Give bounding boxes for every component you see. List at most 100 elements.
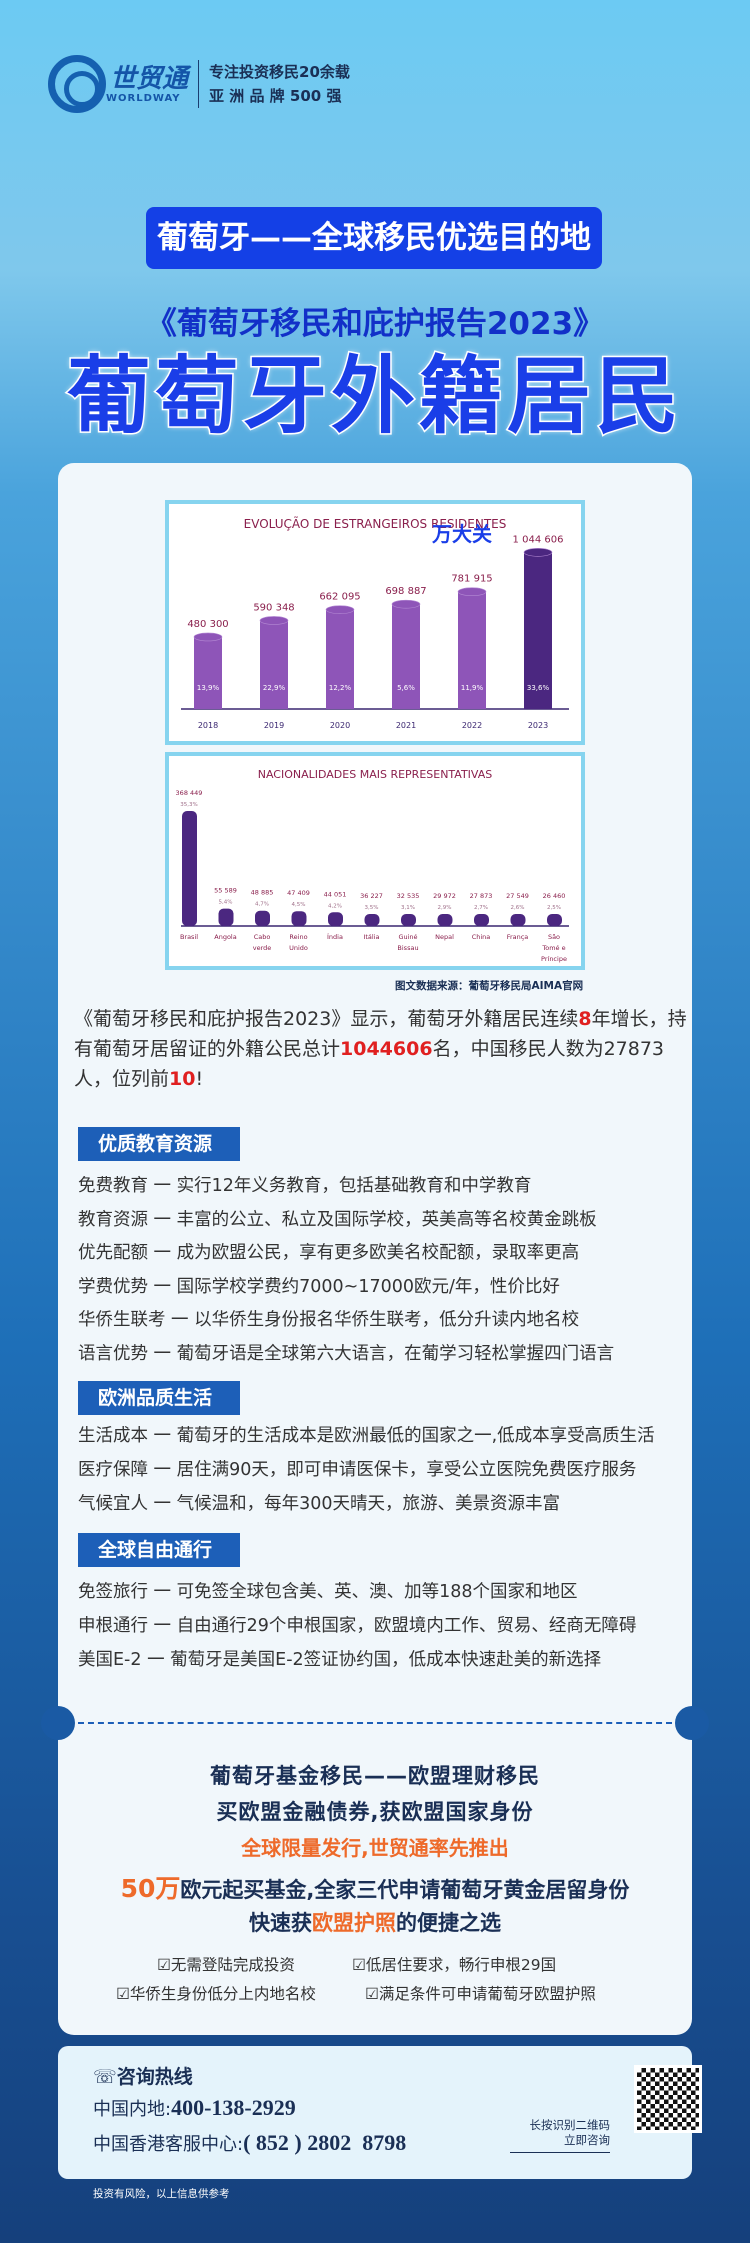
bar-value-label: 36 227 (360, 892, 383, 900)
bar-value-label: 698 887 (385, 586, 426, 597)
list-item: 华侨生联考 一 以华侨生身份报名华侨生联考，低分升读内地名校 (78, 1310, 580, 1330)
checkbox-icon: ☑ (116, 1985, 130, 2003)
bar (255, 910, 270, 926)
x-tick-label: 2020 (330, 721, 350, 730)
growth-label: 12,2% (329, 684, 352, 692)
check-text: 华侨生身份低分上内地名校 (129, 1985, 316, 2003)
check-text: 满足条件可申请葡萄牙欧盟护照 (378, 1985, 596, 2003)
contact-card (58, 2046, 692, 2179)
brand-name-en: WORLDWAY (106, 92, 181, 104)
list-item: 生活成本 一 葡萄牙的生活成本是欧洲最低的国家之一,低成本享受高质生活 (78, 1426, 655, 1446)
bar-top (193, 632, 223, 642)
x-tick-label: Príncipe (541, 955, 567, 963)
dashed-divider (78, 1722, 672, 1724)
data-source: 图文数据来源：葡萄牙移民局AIMA官网 (395, 980, 584, 992)
x-tick-label: Itália (363, 933, 379, 941)
bar (401, 914, 416, 926)
promo-line-3: 全球限量发行,世贸通率先推出 (241, 1836, 509, 1860)
bar-value-label: 44 051 (324, 890, 347, 898)
share-label: 4,7% (255, 902, 269, 908)
promo-line-1: 葡萄牙基金移民——欧盟理财移民 (210, 1764, 540, 1788)
bar (194, 636, 222, 709)
bar-top (457, 587, 487, 597)
hotline-label: 咨询热线 (116, 2066, 193, 2088)
share-label: 3,5% (365, 905, 379, 911)
promo-line-2: 买欧盟金融债券,获欧盟国家身份 (216, 1800, 534, 1824)
x-tick-label: Índia (327, 932, 343, 941)
x-tick-label: 2019 (264, 721, 284, 730)
promo-text: 欧元起买基金,全家三代申请葡萄牙黄金居留身份 (180, 1878, 630, 1902)
list-item: 医疗保障 一 居住满90天，即可申请医保卡，享受公立医院免费医疗服务 (78, 1460, 637, 1480)
list-item: 气候宜人 一 气候温和，每年300天晴天，旅游、美景资源丰富 (78, 1494, 561, 1514)
bar-top (259, 616, 289, 625)
hk-hotline[interactable]: 中国香港客服中心:( 852 ) 2802 8798 (93, 2130, 406, 2156)
bar (218, 908, 234, 926)
promo-amount: 50万 (120, 1874, 181, 1903)
promo-line-5: 快速获欧盟护照的便捷之选 (58, 1907, 692, 1937)
x-tick-label: São (548, 933, 560, 941)
mainland-number[interactable]: 400-138-2929 (171, 2095, 296, 2120)
promo-text: 的便捷之选 (396, 1911, 501, 1935)
x-tick-label: Angola (214, 933, 236, 941)
x-tick-label: 2022 (462, 721, 482, 730)
check-text: 低居住要求，畅行申根29国 (365, 1956, 557, 1974)
growth-label: 33,6% (527, 684, 550, 692)
qr-hint-2: 立即咨询 (564, 2133, 610, 2147)
growth-label: 22,9% (263, 684, 286, 692)
hero-subtitle: 《葡萄牙移民和庇护报告2023》 (145, 306, 605, 342)
share-label: 2,9% (438, 905, 452, 911)
list-item: 美国E-2 一 葡萄牙是美国E-2签证协约国，低成本快速赴美的新选择 (78, 1650, 602, 1670)
promo-line-4: 50万欧元起买基金,全家三代申请葡萄牙黄金居留身份 (58, 1869, 692, 1905)
bar (364, 914, 380, 926)
worldway-logo-icon (48, 55, 106, 113)
intro-text: 名，中国移民人数为27873人，位列前 (74, 1038, 665, 1090)
share-label: 3,1% (401, 905, 415, 911)
bar-value-label: 55 589 (214, 887, 237, 895)
list-item: 教育资源 一 丰富的公立、私立及国际学校，英美高等名校黄金跳板 (78, 1210, 597, 1230)
share-label: 2,5% (547, 905, 561, 911)
share-label: 5,4% (219, 900, 233, 906)
hk-number[interactable]: ( 852 ) 2802 8798 (243, 2130, 407, 2155)
tagline-1: 专注投资移民20余载 (209, 63, 350, 81)
checkbox-icon: ☑ (157, 1956, 171, 1974)
bar (328, 912, 343, 926)
bar-top (391, 599, 421, 609)
mainland-hotline[interactable]: 中国内地:400-138-2929 (93, 2095, 296, 2121)
bar (182, 811, 197, 926)
hero-unit: 万大关 (432, 522, 492, 546)
intro-text: 年增长，持有葡萄牙居留证的外籍公民总计 (74, 1008, 687, 1060)
bar (510, 914, 526, 926)
promo-text: 快速获 (249, 1911, 312, 1935)
phone-icon: ☏ (93, 2066, 117, 2088)
x-tick-label: França (507, 933, 529, 941)
share-label: 2,7% (474, 905, 488, 911)
checkbox-icon: ☑ (352, 1956, 366, 1974)
growth-label: 13,9% (197, 684, 220, 692)
intro-years: 8 (578, 1008, 592, 1030)
section-life-title: 欧洲品质生活 (78, 1381, 240, 1415)
x-tick-label: Reino (289, 933, 307, 941)
section-travel-title: 全球自由通行 (78, 1533, 240, 1567)
list-item: 优先配额 一 成为欧盟公民，享有更多欧美名校配额，录取率更高 (78, 1243, 580, 1263)
brand-name-cn: 世贸通 (110, 63, 189, 94)
x-tick-label: Bissau (397, 944, 418, 952)
check-item: ☑华侨生身份低分上内地名校 (116, 1982, 316, 2004)
share-label: 2,6% (511, 905, 525, 911)
check-item: ☑无需登陆完成投资 (157, 1953, 295, 1975)
check-item: ☑低居住要求，畅行申根29国 (352, 1953, 556, 1975)
x-tick-label: Unido (289, 944, 308, 952)
bar-value-label: 480 300 (187, 619, 228, 630)
bar-value-label: 29 972 (433, 892, 456, 900)
section-education-title: 优质教育资源 (78, 1127, 240, 1161)
qr-code[interactable] (634, 2065, 702, 2133)
intro-text: 《葡萄牙移民和庇护报告2023》显示，葡萄牙外籍居民连续 (74, 1008, 579, 1030)
hotline-title: ☏咨询热线 (93, 2062, 193, 2089)
bar (474, 914, 489, 926)
bar (326, 609, 354, 709)
divider (198, 60, 200, 108)
intro-total: 1044606 (340, 1038, 433, 1060)
x-tick-label: Brasil (180, 933, 198, 941)
list-item: 免签旅行 一 可免签全球包含美、英、澳、加等188个国家和地区 (78, 1582, 578, 1602)
x-tick-label: 2023 (528, 721, 548, 730)
chart-nationalities: NACIONALIDADES MAIS REPRESENTATIVAS 368 4… (165, 752, 585, 970)
